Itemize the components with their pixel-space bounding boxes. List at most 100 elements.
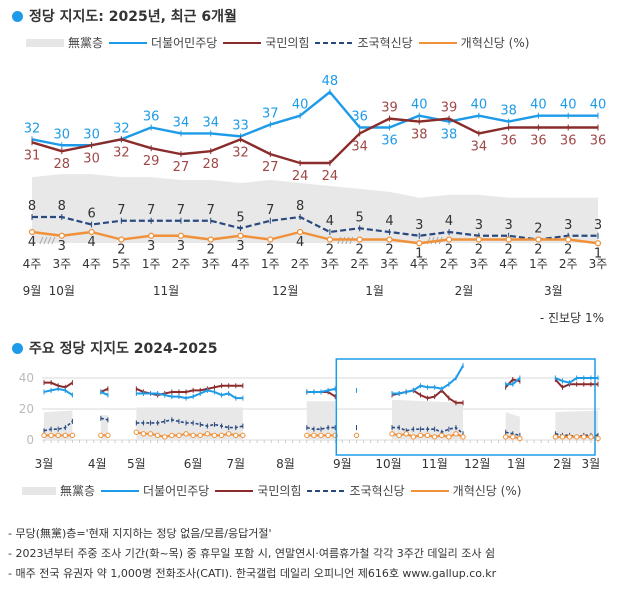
y-tick-label: 20	[19, 402, 34, 416]
data-label-rebuild: 7	[177, 203, 185, 218]
point-reform	[118, 236, 125, 243]
point-reform	[353, 432, 360, 439]
x-tick-label: 2주	[559, 257, 578, 271]
data-label-rebuild: 7	[266, 203, 274, 218]
point-reform	[140, 431, 147, 437]
x-tick-label: 2주	[291, 257, 310, 271]
data-label-reform: 1	[594, 246, 602, 261]
x-month-label: 3월	[582, 457, 601, 471]
data-label-reform: 2	[475, 243, 483, 258]
legend-item-none: 無黨층	[26, 34, 103, 51]
legend-label-rebuild: 조국혁신당	[349, 484, 405, 498]
point-reform	[58, 232, 65, 239]
gap-hatch	[51, 236, 56, 245]
x-tick-label: 3주	[201, 257, 220, 271]
top-chart-title: 정당 지지도: 2025년, 최근 6개월	[12, 6, 237, 26]
data-label-ppp: 29	[143, 154, 160, 169]
month-label: 12월	[272, 284, 298, 298]
point-reform	[318, 432, 324, 439]
point-reform	[535, 236, 542, 243]
data-label-ppp: 32	[232, 145, 249, 160]
legend-item-reform: 개혁신당 (%)	[410, 482, 521, 499]
point-reform	[218, 432, 225, 439]
point-reform	[177, 232, 185, 239]
data-label-rebuild: 4	[385, 214, 393, 229]
point-reform	[565, 236, 572, 243]
point-reform	[325, 432, 331, 439]
legend-swatch-reform	[410, 489, 449, 492]
point-reform	[148, 232, 155, 239]
data-label-reform: 4	[87, 235, 95, 250]
x-tick-label: 3주	[380, 257, 399, 271]
data-label-reform: 2	[356, 243, 364, 258]
data-label-rebuild: 7	[147, 203, 155, 218]
data-label-ppp: 31	[24, 148, 41, 163]
legend-item-reform: 개혁신당 (%)	[418, 34, 530, 51]
x-month-label: 11월	[421, 457, 447, 471]
point-reform	[517, 435, 523, 442]
data-label-rebuild: 8	[296, 199, 304, 214]
footnotes: - 무당(無黨)층='현재 지지하는 정당 없음/모름/응답거절' - 2023…	[8, 524, 496, 584]
point-reform	[41, 432, 47, 439]
x-month-label: 3월	[35, 457, 54, 471]
legend-swatch-ppp	[223, 41, 262, 44]
legend-swatch-none	[26, 38, 64, 47]
x-tick-label: 1주	[261, 257, 280, 271]
legend-swatch-reform	[418, 41, 457, 44]
footnote-3: - 매주 전국 유권자 약 1,000명 전화조사(CATI). 한국갤럽 데일…	[8, 567, 497, 580]
none-area-segment	[44, 410, 73, 440]
point-reform	[211, 432, 218, 439]
x-tick-label: 2주	[350, 257, 369, 271]
data-label-reform: 3	[58, 239, 66, 254]
legend-label-reform: 개혁신당 (%)	[460, 36, 530, 50]
x-tick-label: 4주	[410, 257, 429, 271]
bottom-chart: 0 20 40 3월 4월 5월 6월 7월 8월 9월 10월 11월 12월 1월 2월 3월	[19, 358, 601, 471]
series-line-rebuild	[136, 419, 244, 429]
x-tick-label: 4주	[499, 257, 518, 271]
none-area-segment	[555, 410, 598, 440]
point-reform	[267, 236, 274, 243]
x-month-label: 9월	[333, 457, 352, 471]
y-tick-label: 0	[26, 433, 34, 447]
data-label-ppp: 34	[351, 139, 368, 154]
point-reform	[233, 432, 239, 439]
point-reform	[154, 432, 161, 439]
data-label-rebuild: 5	[356, 210, 364, 225]
point-reform	[588, 434, 594, 440]
month-label: 9월	[23, 284, 42, 298]
none-area-segment	[505, 412, 520, 440]
legend-swatch-rebuild	[307, 489, 346, 492]
month-label: 2월	[455, 284, 474, 298]
data-label-reform: 3	[147, 239, 155, 254]
point-reform	[98, 432, 104, 439]
data-label-dem: 32	[113, 121, 130, 136]
series-line-ppp	[31, 117, 598, 165]
data-label-reform: 2	[326, 243, 334, 258]
month-label: 1월	[365, 284, 384, 298]
point-reform	[410, 434, 417, 440]
data-label-dem: 36	[381, 134, 398, 149]
top-legend: 無黨층 더불어민주당 국민의힘 조국혁신당 개혁신당 (%)	[26, 34, 529, 51]
point-reform	[502, 434, 509, 440]
data-label-dem: 40	[411, 98, 428, 113]
data-label-dem: 34	[202, 115, 219, 130]
data-label-reform: 3	[236, 239, 244, 254]
legend-label-none: 無黨층	[68, 36, 104, 50]
x-month-label: 7월	[226, 457, 245, 471]
data-label-rebuild: 3	[594, 218, 602, 233]
data-label-rebuild: 8	[28, 199, 36, 214]
data-label-reform: 4	[296, 235, 304, 250]
point-reform	[237, 232, 244, 239]
x-tick-label: 3주	[52, 257, 71, 271]
data-label-reform: 2	[385, 243, 393, 258]
data-label-ppp: 38	[411, 128, 428, 143]
legend-item-rebuild: 조국혁신당	[315, 34, 413, 51]
data-label-rebuild: 4	[326, 214, 334, 229]
point-reform	[55, 432, 61, 439]
legend-swatch-none	[22, 486, 56, 495]
legend-swatch-rebuild	[315, 41, 354, 44]
point-reform	[552, 434, 559, 440]
data-label-dem: 40	[560, 98, 577, 113]
point-reform	[453, 431, 459, 437]
bottom-legend: 無黨층 더불어민주당 국민의힘 조국혁신당 개혁신당 (%)	[22, 482, 521, 499]
